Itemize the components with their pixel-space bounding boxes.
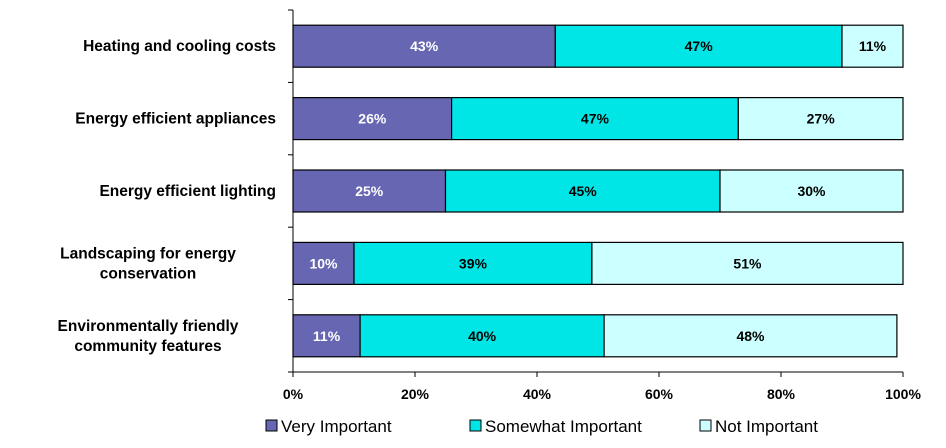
category-labels: Heating and cooling costs Energy efficien… (58, 38, 276, 355)
data-label: 45% (569, 183, 598, 199)
chart-legend: Very Important Somewhat Important Not Impo… (265, 417, 818, 436)
data-label: 47% (581, 111, 610, 127)
bar-segment (292, 314, 361, 358)
bar-row: 43% 47% 11% (292, 24, 904, 68)
x-tick-label: 20% (401, 386, 430, 402)
bar-segment (841, 24, 904, 68)
data-label: 26% (358, 111, 387, 127)
bar-segment (292, 241, 355, 285)
bar-segment (737, 96, 904, 141)
category-label: Environmentally friendly (58, 318, 239, 335)
bar-segment (353, 241, 593, 285)
bar-segment (591, 241, 904, 285)
data-label: 25% (355, 183, 384, 199)
category-label: Heating and cooling costs (83, 38, 276, 55)
category-label: conservation (100, 265, 196, 282)
legend-swatch (699, 419, 712, 432)
bar-row: 26% 47% 27% (292, 96, 904, 141)
category-label: Energy efficient appliances (75, 111, 276, 128)
data-label: 10% (309, 255, 338, 271)
bar-segment (359, 314, 605, 358)
category-label: Landscaping for energy (60, 245, 236, 262)
data-label: 43% (410, 38, 439, 54)
x-tick-label: 60% (645, 386, 674, 402)
bar-row: 11% 40% 48% (292, 314, 898, 358)
x-tick-label: 0% (283, 386, 304, 402)
bar-segment (603, 314, 898, 358)
legend-label: Not Important (715, 417, 818, 436)
data-label: 40% (468, 328, 497, 344)
bar-segment (719, 169, 904, 213)
x-tick-label: 100% (885, 386, 921, 402)
data-label: 51% (733, 255, 762, 271)
legend-item: Somewhat Important (469, 417, 642, 436)
data-label: 11% (859, 38, 887, 54)
legend-swatch (265, 419, 278, 432)
category-label: community features (74, 338, 221, 355)
bar-row: 25% 45% 30% (292, 169, 904, 213)
data-label: 47% (685, 38, 714, 54)
bar-segment (444, 169, 721, 213)
legend-item: Very Important (265, 417, 392, 436)
legend-swatch (469, 419, 482, 432)
x-tick-label: 40% (523, 386, 552, 402)
data-label: 39% (459, 255, 488, 271)
chart-bars: 43% 47% 11%26% 47% 27%25% 45% 30%10% 39% 51%11% 4… (292, 24, 904, 358)
bar-row: 10% 39% 51% (292, 241, 904, 285)
category-label: Energy efficient lighting (99, 183, 276, 200)
x-tick-labels: 0% 20% 40% 60% 80% 100% (283, 386, 922, 402)
x-tick-label: 80% (767, 386, 796, 402)
data-label: 11% (313, 328, 341, 344)
legend-label: Very Important (281, 417, 392, 436)
legend-label: Somewhat Important (485, 417, 642, 436)
data-label: 30% (797, 183, 826, 199)
legend-item: Not Important (699, 417, 818, 436)
data-label: 48% (736, 328, 765, 344)
bar-segment (292, 169, 447, 213)
data-label: 27% (807, 111, 836, 127)
